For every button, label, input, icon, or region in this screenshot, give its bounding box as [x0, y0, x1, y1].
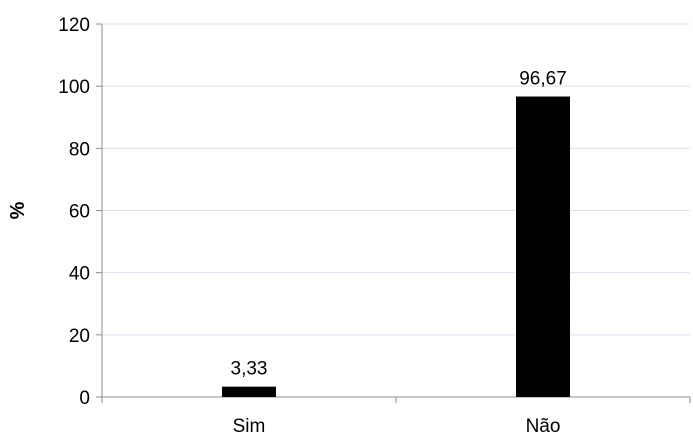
data-label-não: 96,67	[519, 69, 567, 90]
y-tick-label-80: 80	[69, 139, 90, 160]
axes	[96, 23, 691, 403]
gridlines	[102, 23, 690, 336]
y-axis-title: %	[7, 201, 29, 219]
data-label-sim: 3,33	[231, 359, 268, 380]
bar-não	[516, 96, 570, 397]
bar-sim	[222, 386, 276, 397]
y-tick-label-60: 60	[69, 202, 90, 223]
bars	[222, 96, 570, 397]
y-tick-label-40: 40	[69, 264, 90, 285]
y-tick-label-100: 100	[58, 77, 90, 98]
y-tick-label-20: 20	[69, 326, 90, 347]
y-tick-label-0: 0	[79, 388, 90, 409]
y-tick-label-120: 120	[58, 15, 90, 36]
category-label-sim: Sim	[233, 416, 266, 437]
labels: 0 20 40 60 80 100 120 3,33 Sim 96,67 Não	[58, 15, 566, 437]
category-label-não: Não	[526, 416, 561, 437]
